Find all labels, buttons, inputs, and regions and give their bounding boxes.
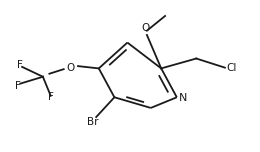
Text: N: N <box>179 93 187 103</box>
Text: O: O <box>141 23 150 33</box>
Text: O: O <box>66 63 74 73</box>
Text: F: F <box>48 92 54 102</box>
Text: F: F <box>15 81 21 91</box>
Text: F: F <box>17 60 22 70</box>
Text: Cl: Cl <box>226 63 237 73</box>
Text: Br: Br <box>87 117 98 127</box>
